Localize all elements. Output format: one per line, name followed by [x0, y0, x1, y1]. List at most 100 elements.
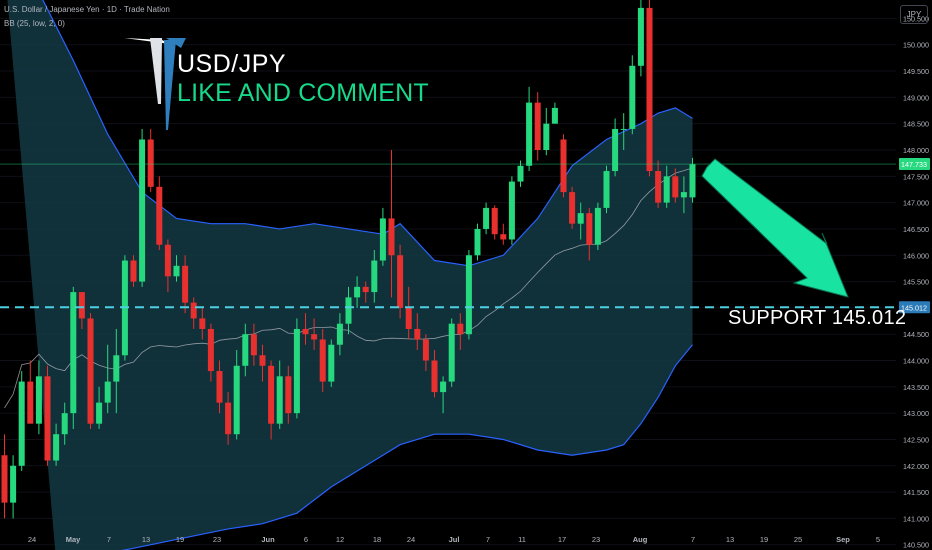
candle-body — [190, 302, 197, 319]
candle — [577, 202, 584, 240]
time-tick-label: 11 — [518, 535, 526, 544]
pair-title: USD/JPY — [177, 50, 287, 78]
candle — [199, 307, 206, 340]
candle-body — [164, 244, 171, 277]
price-tick-label: 150.000 — [903, 41, 929, 50]
call-to-action: LIKE AND COMMENT — [177, 79, 429, 107]
time-tick-label: 17 — [558, 535, 566, 544]
indicator-legend[interactable]: BB (25, low, 2, 0) — [4, 19, 65, 28]
candle — [517, 160, 524, 187]
candle-body — [225, 402, 232, 435]
candle — [483, 202, 490, 235]
time-tick-label: Jun — [261, 535, 275, 544]
candle-body — [526, 102, 533, 166]
candle — [379, 207, 386, 266]
candle — [414, 313, 421, 350]
candle-body — [629, 65, 636, 129]
candle — [569, 186, 576, 229]
candle — [18, 371, 25, 472]
candle-body — [139, 139, 146, 282]
candle — [345, 286, 352, 335]
price-axis[interactable]: 140.500 141.000 141.500 142.000 142.500 143.0… — [896, 0, 932, 550]
candle-body — [655, 171, 662, 203]
candle — [207, 323, 214, 382]
candle-body — [672, 176, 679, 198]
candle-body — [577, 213, 584, 224]
time-tick-label: 12 — [336, 535, 344, 544]
candle — [500, 223, 507, 245]
candle-body — [379, 218, 386, 261]
lower-band — [120, 344, 693, 550]
candle-body — [663, 176, 670, 203]
candle-body — [388, 218, 395, 256]
candle — [397, 244, 404, 319]
candle — [474, 223, 481, 261]
candle-body — [78, 292, 85, 319]
candle-body — [104, 381, 111, 403]
candle-body — [543, 123, 550, 150]
candle-body — [612, 128, 619, 172]
candle — [250, 323, 257, 366]
candle — [603, 165, 610, 214]
candle — [61, 402, 68, 445]
candle — [190, 297, 197, 329]
candle-body — [440, 381, 447, 393]
price-tick-label: 145.500 — [903, 278, 929, 287]
candle-body — [182, 265, 189, 303]
candle — [405, 286, 412, 340]
last-price-badge: 147.733 — [899, 158, 930, 171]
time-tick-label: 7 — [107, 535, 111, 544]
candle — [216, 360, 223, 414]
candle — [44, 365, 51, 466]
price-badges: 147.733 145.012 — [899, 158, 930, 314]
candle — [491, 205, 498, 240]
candle-body — [311, 334, 318, 340]
candle — [388, 150, 395, 298]
candle-body — [216, 371, 223, 403]
candle — [560, 134, 567, 198]
time-axis[interactable]: 24 May 7 13 19 23 Jun 6 12 18 24 Jul 7 11 17 23 Aug 7 13 19… — [28, 535, 880, 544]
candle-body — [10, 465, 17, 503]
candle-body — [371, 260, 378, 293]
candle-body — [354, 286, 361, 298]
candle-body — [268, 365, 275, 424]
candle-body — [302, 328, 309, 335]
candle — [422, 334, 429, 372]
candle — [680, 176, 687, 214]
candle — [672, 168, 679, 203]
price-tick-label: 146.000 — [903, 251, 929, 260]
candle-body — [603, 171, 610, 208]
candle — [508, 176, 515, 245]
brand-logo — [124, 38, 186, 130]
candle — [431, 350, 438, 398]
currency-button[interactable]: JPY — [900, 5, 928, 24]
candle — [371, 250, 378, 303]
time-tick-label: 23 — [213, 535, 221, 544]
candle — [328, 339, 335, 387]
candle-body — [242, 334, 249, 366]
candle-body — [508, 181, 515, 240]
candle-body — [285, 376, 292, 414]
candle — [276, 360, 283, 429]
candle — [646, 0, 653, 177]
time-tick-label: 25 — [794, 535, 802, 544]
candle-body — [113, 355, 120, 382]
candle — [104, 344, 111, 414]
candle — [457, 313, 464, 350]
candle-body — [465, 255, 472, 335]
price-tick-label: 148.500 — [903, 120, 929, 129]
candle-body — [457, 323, 464, 335]
price-tick-label: 142.500 — [903, 435, 929, 444]
candle-body — [1, 455, 8, 503]
time-tick-label: 13 — [142, 535, 150, 544]
time-tick-label: 13 — [726, 535, 734, 544]
price-tick-label: 144.500 — [903, 330, 929, 339]
price-tick-label: 150.500 — [903, 14, 929, 23]
price-tick-label: 147.000 — [903, 199, 929, 208]
candle — [637, 0, 644, 77]
price-tick-label: 140.500 — [903, 541, 929, 550]
time-tick-label: 18 — [373, 535, 381, 544]
candle — [311, 318, 318, 350]
time-tick-label: 6 — [304, 535, 308, 544]
